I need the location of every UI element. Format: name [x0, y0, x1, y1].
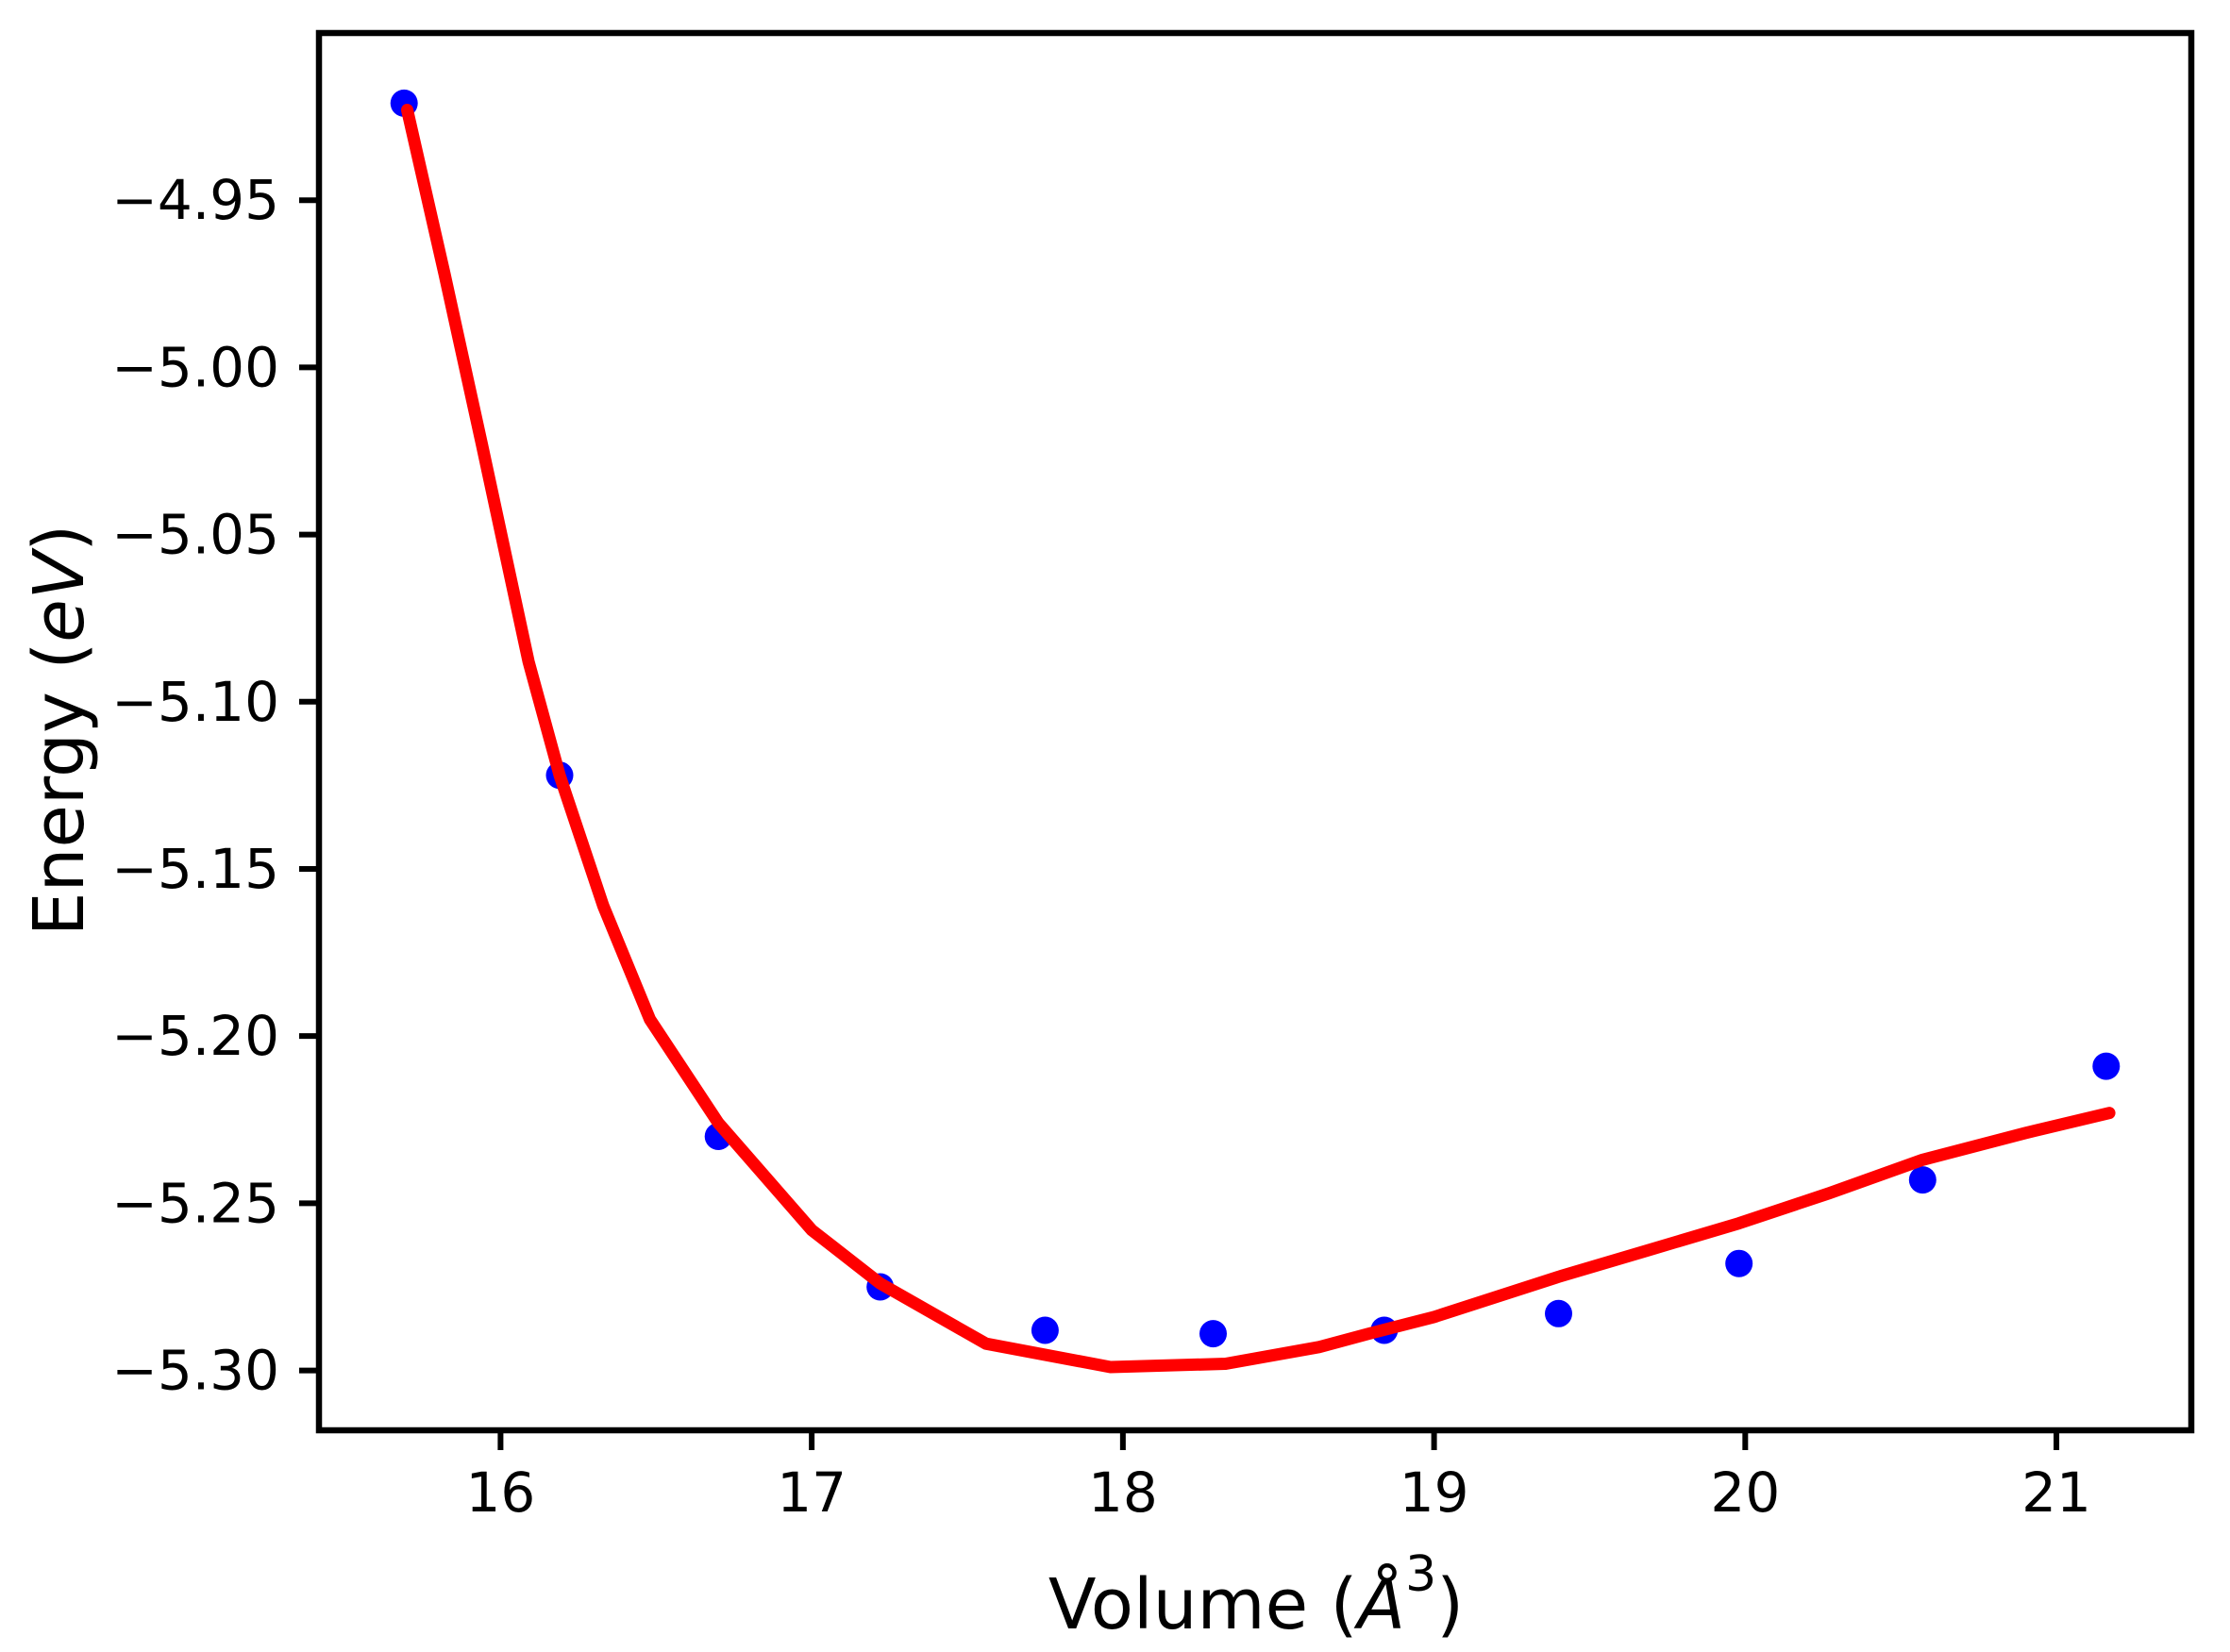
calculated-energies-point: [1199, 1320, 1227, 1348]
eos-fit-curve-line: [401, 104, 2116, 1374]
y-tick-label: −5.10: [111, 670, 279, 734]
y-axis-label-prefix: Energy (: [19, 642, 100, 936]
y-tick-label: −4.95: [111, 168, 279, 232]
y-axis-label-suffix: ): [19, 525, 100, 552]
x-tick-label: 19: [1400, 1460, 1469, 1525]
x-axis-label: Volume (Å3): [1048, 1546, 1464, 1645]
x-tick-label: 16: [465, 1460, 535, 1525]
calculated-energies-point: [1545, 1299, 1572, 1327]
x-axis-label-superscript: 3: [1405, 1546, 1436, 1603]
y-tick-label: −5.30: [111, 1339, 279, 1403]
y-tick-label: −5.15: [111, 837, 279, 901]
x-tick-label: 18: [1088, 1460, 1158, 1525]
calculated-energies-point: [2092, 1052, 2121, 1080]
y-axis-label-unit: eV: [19, 547, 100, 642]
calculated-energies-point: [1031, 1316, 1059, 1344]
y-axis-label: Energy (eV): [19, 525, 100, 937]
y-tick-label: −5.25: [111, 1171, 279, 1235]
x-axis-label-suffix: ): [1436, 1564, 1464, 1645]
calculated-energies-point: [1908, 1166, 1937, 1194]
calculated-energies-point: [1725, 1249, 1753, 1277]
x-tick-label: 21: [2021, 1460, 2091, 1525]
plot-border: [315, 29, 2195, 1434]
y-tick-label: −5.00: [111, 335, 279, 399]
x-tick-label: 20: [1710, 1460, 1780, 1525]
y-tick-label: −5.20: [111, 1004, 279, 1068]
x-axis-label-angstrom: Å: [1354, 1562, 1406, 1645]
y-tick-label: −5.05: [111, 503, 279, 567]
x-tick-label: 17: [777, 1460, 847, 1525]
x-axis-label-prefix: Volume (: [1048, 1564, 1358, 1645]
